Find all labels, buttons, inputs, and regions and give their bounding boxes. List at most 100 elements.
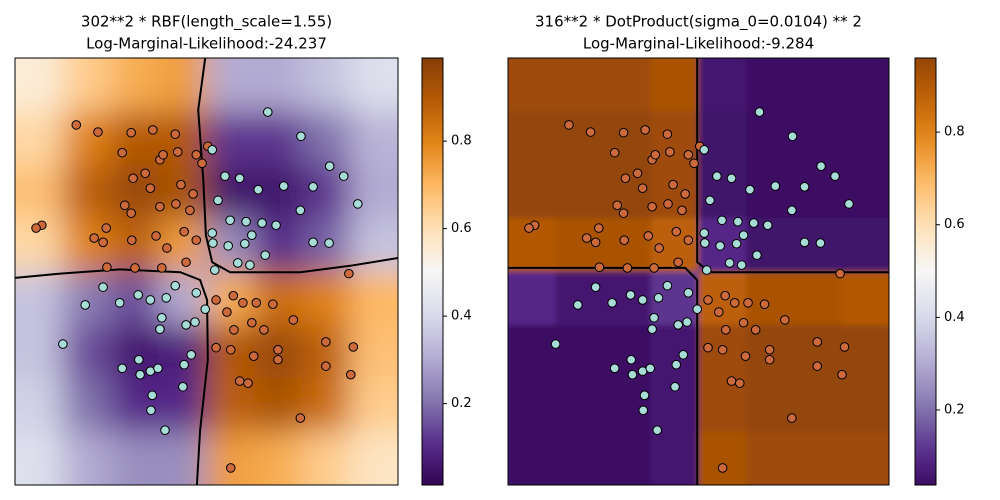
data-point (225, 215, 235, 226)
data-point (197, 158, 207, 169)
heat-cell (508, 431, 557, 485)
heat-cell (746, 58, 795, 112)
data-point (729, 298, 740, 308)
chart-title: 302**2 * RBF(length_scale=1.55) (81, 13, 332, 32)
heat-cell (555, 324, 604, 379)
heat-cell (158, 324, 207, 379)
data-point (670, 381, 680, 392)
data-point (228, 290, 239, 301)
plot-area (508, 58, 889, 485)
data-point (260, 250, 271, 260)
heat-cell (206, 111, 255, 166)
data-point (662, 129, 673, 139)
data-point (101, 223, 112, 233)
data-point (780, 315, 790, 325)
data-point (209, 265, 220, 275)
data-point (745, 184, 755, 195)
data-point (238, 298, 248, 308)
data-point (590, 237, 601, 248)
data-point (640, 125, 650, 135)
data-point (352, 199, 363, 209)
data-point (683, 235, 694, 245)
data-point (703, 342, 713, 353)
data-point (585, 127, 596, 137)
data-point (645, 363, 656, 374)
data-point (705, 195, 715, 206)
data-point (130, 263, 140, 273)
data-point (225, 463, 236, 473)
heat-cell (746, 111, 795, 166)
heat-cell (555, 271, 604, 326)
data-point (117, 147, 128, 158)
heat-cell (15, 324, 64, 379)
chart-title: 316**2 * DotProduct(sigma_0=0.0104) ** 2 (535, 13, 862, 32)
heat-cell (62, 431, 112, 485)
data-point (211, 342, 221, 353)
data-point (188, 189, 198, 199)
heat-cell (110, 378, 160, 433)
heat-cell (841, 164, 889, 219)
heat-cell (746, 431, 795, 485)
heat-cell (603, 218, 652, 272)
data-point (128, 173, 138, 184)
data-point (80, 300, 91, 310)
data-point (715, 241, 725, 251)
heat-cell (350, 324, 398, 379)
data-point (683, 288, 694, 298)
heatmap (15, 58, 398, 485)
data-point (607, 298, 617, 308)
data-point (147, 390, 158, 401)
heat-cell (62, 111, 112, 166)
data-point (308, 237, 318, 248)
data-point (668, 179, 678, 190)
heat-cell (15, 111, 64, 166)
data-point (627, 369, 638, 380)
data-point (609, 147, 620, 158)
heat-cell (603, 111, 652, 166)
heat-cell (254, 431, 303, 485)
data-point (683, 149, 694, 160)
data-point (844, 199, 854, 209)
heat-cell (603, 431, 652, 485)
data-point (752, 250, 762, 260)
axes-frame (14, 57, 399, 486)
data-point (257, 218, 267, 228)
data-point (126, 127, 136, 138)
heat-cell (302, 111, 351, 166)
heat-cell (841, 111, 889, 166)
data-point (234, 376, 245, 386)
data-point (117, 363, 128, 374)
data-point (247, 317, 257, 328)
data-point (812, 361, 823, 371)
data-point (321, 361, 331, 371)
data-point (148, 125, 158, 135)
data-point (738, 317, 749, 328)
data-point (816, 161, 826, 171)
data-point (181, 320, 191, 330)
data-point (248, 351, 259, 361)
data-point (649, 263, 659, 273)
data-point (295, 413, 306, 423)
data-point (663, 199, 673, 209)
data-point (750, 325, 761, 335)
heat-cell (62, 58, 112, 112)
data-point (726, 173, 737, 184)
data-point (678, 349, 689, 360)
data-point (787, 205, 797, 216)
heat-cell (508, 111, 557, 166)
colorbar-tick-label: 0.6 (451, 221, 472, 236)
heat-cell (350, 378, 398, 433)
data-point (229, 325, 239, 335)
data-point (717, 463, 728, 473)
heat-cell (841, 431, 889, 485)
data-point (240, 238, 250, 249)
data-point (699, 145, 710, 155)
data-point (673, 257, 683, 268)
heat-cell (206, 58, 255, 112)
data-point (162, 243, 172, 253)
data-point (733, 216, 743, 227)
contour-line (15, 268, 209, 485)
heat-cell (15, 164, 64, 219)
data-point (179, 226, 189, 237)
heat-cell (508, 58, 557, 112)
